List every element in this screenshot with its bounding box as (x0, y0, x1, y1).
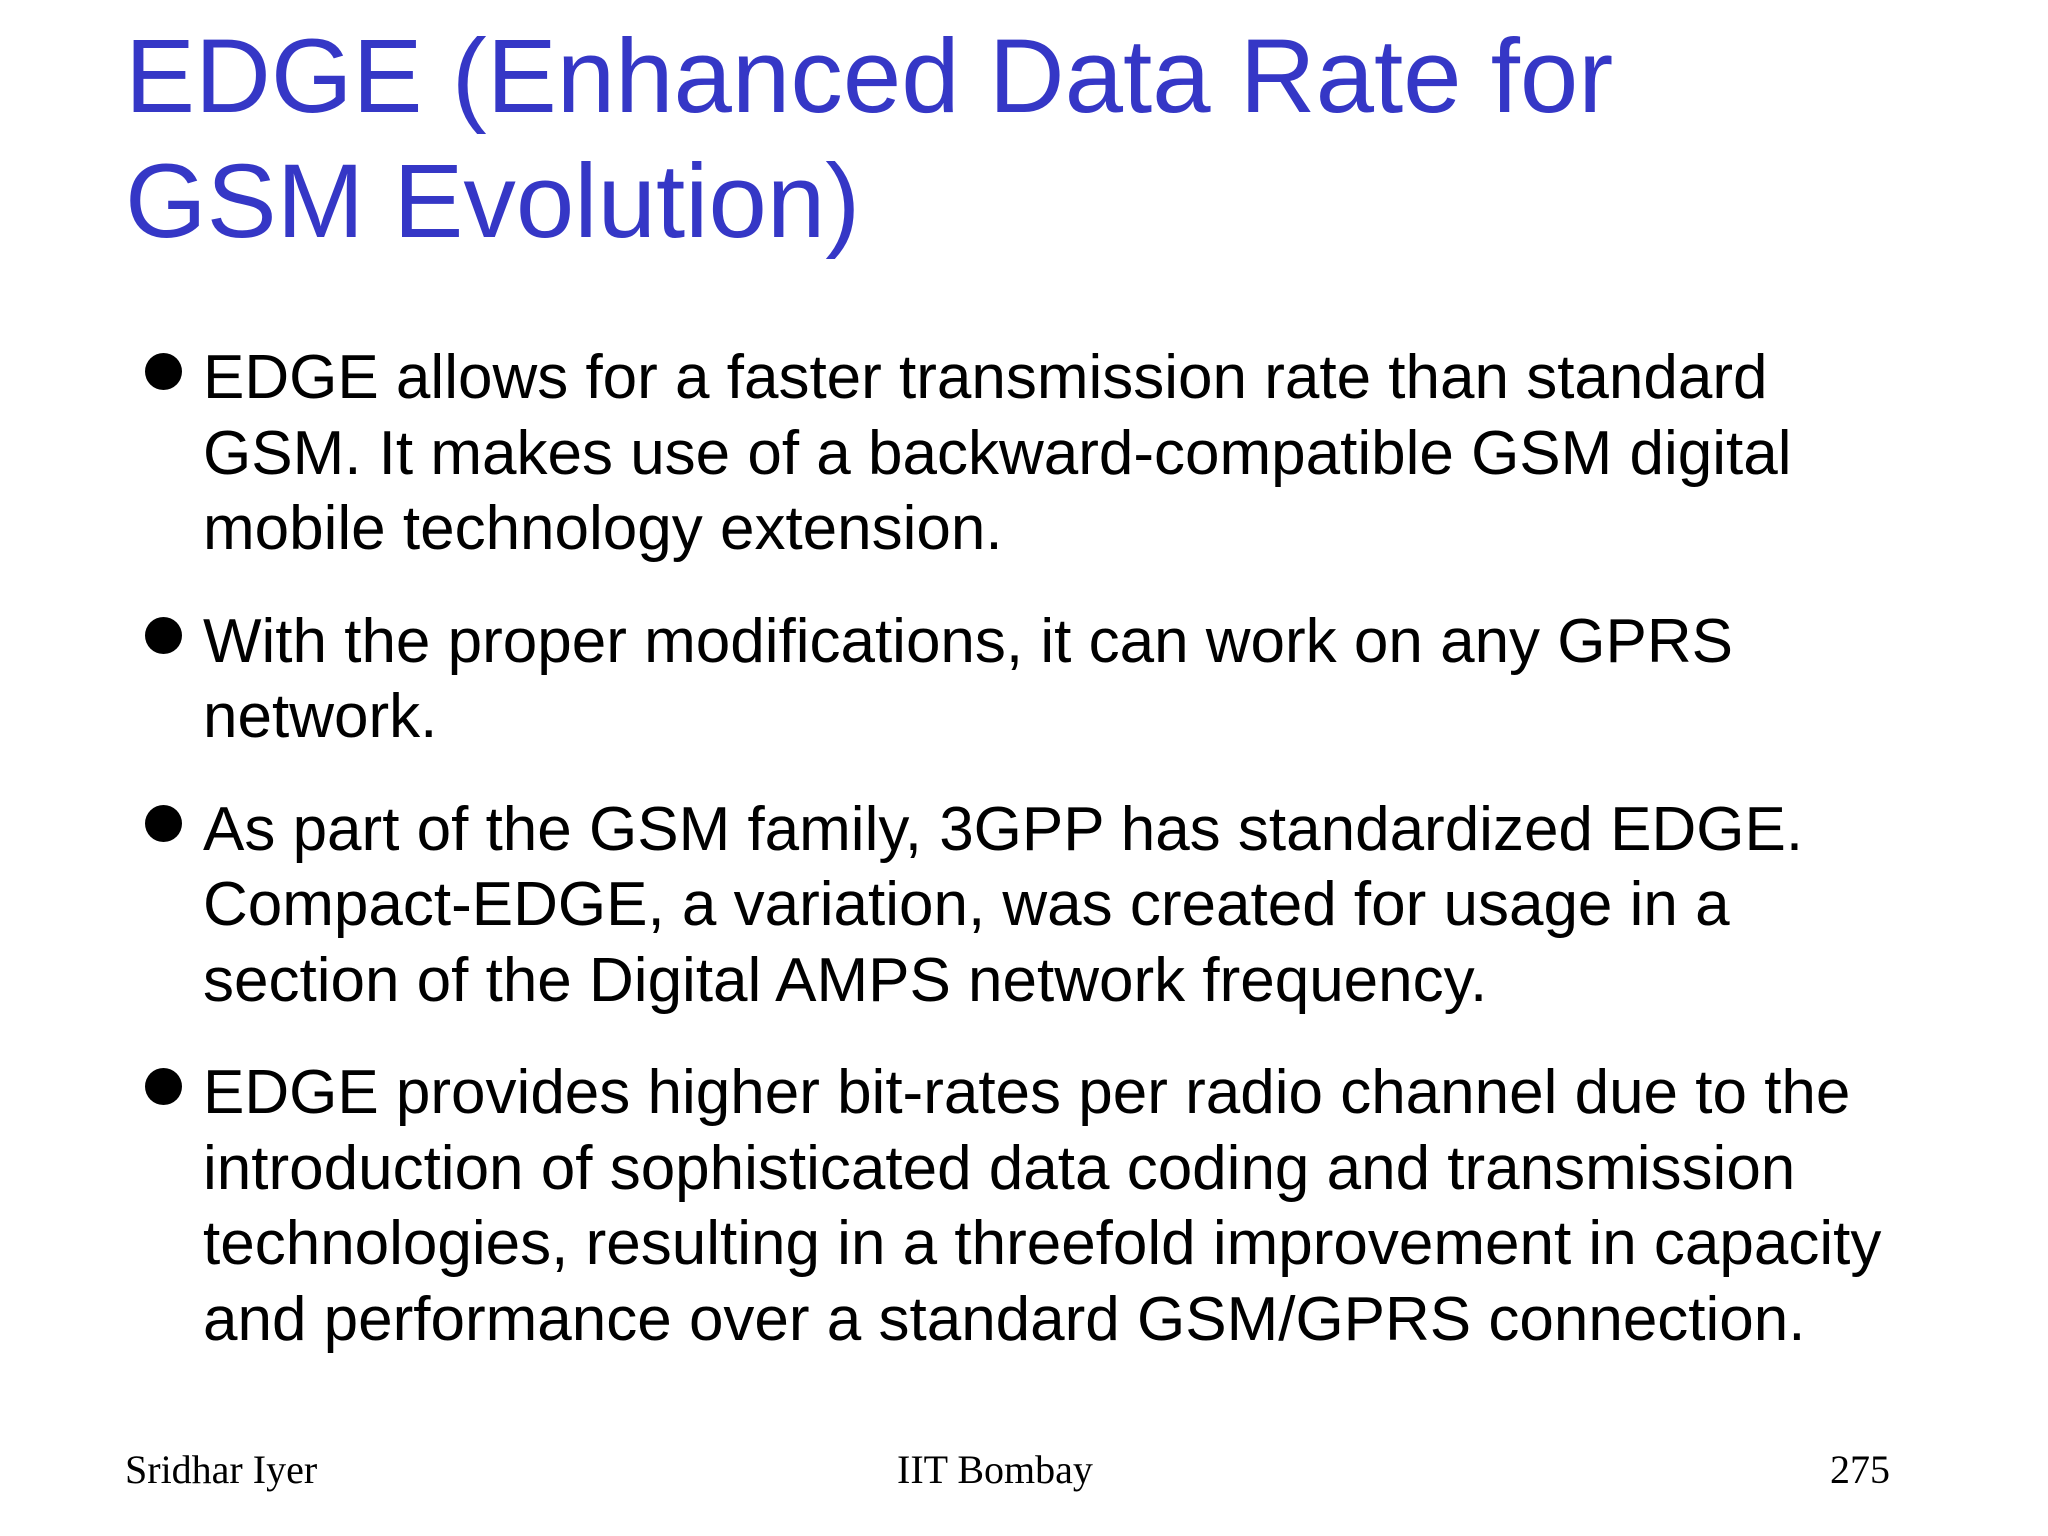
bullet-line: EDGE allows for a faster transmission ra… (203, 343, 1768, 412)
footer-institution: IIT Bombay (897, 1447, 1093, 1492)
bullet-line: introduction of sophisticated data codin… (203, 1133, 1796, 1203)
bullet-line: technologies, resulting in a threefold i… (203, 1209, 1882, 1278)
footer-page-number: 275 (1830, 1447, 1890, 1492)
bullet-dot-icon (145, 616, 182, 654)
bullet-list: EDGE allows for a faster transmission ra… (145, 340, 1945, 1394)
slide-title-line-1: EDGE (Enhanced Data Rate for (125, 18, 1614, 135)
bullet-line: Compact-EDGE, a variation, was created f… (203, 870, 1730, 939)
bullet-line: With the proper modifications, it can wo… (203, 606, 1733, 676)
bullet-dot-icon (145, 1068, 182, 1105)
bullet-item: As part of the GSM family, 3GPP has stan… (145, 792, 1945, 1019)
bullet-dot-icon (145, 804, 182, 842)
bullet-line: EDGE provides higher bit-rates per radio… (203, 1058, 1851, 1127)
footer-author: Sridhar Iyer (125, 1447, 318, 1492)
bullet-line: GSM. It makes use of a backward-compatib… (203, 418, 1792, 488)
slide-title-line-2: GSM Evolution) (125, 143, 861, 260)
bullet-line: As part of the GSM family, 3GPP has stan… (203, 794, 1804, 864)
bullet-item: With the proper modifications, it can wo… (145, 604, 1945, 755)
bullet-dot-icon (145, 353, 182, 390)
slide-title: EDGE (Enhanced Data Rate for GSM Evoluti… (125, 14, 1925, 264)
bullet-item: EDGE provides higher bit-rates per radio… (145, 1055, 1945, 1357)
bullet-item: EDGE allows for a faster transmission ra… (145, 340, 1945, 567)
bullet-line: section of the Digital AMPS network freq… (203, 945, 1488, 1015)
bullet-line: network. (203, 682, 438, 751)
bullet-line: and performance over a standard GSM/GPRS… (203, 1284, 1806, 1354)
bullet-line: mobile technology extension. (203, 494, 1003, 563)
